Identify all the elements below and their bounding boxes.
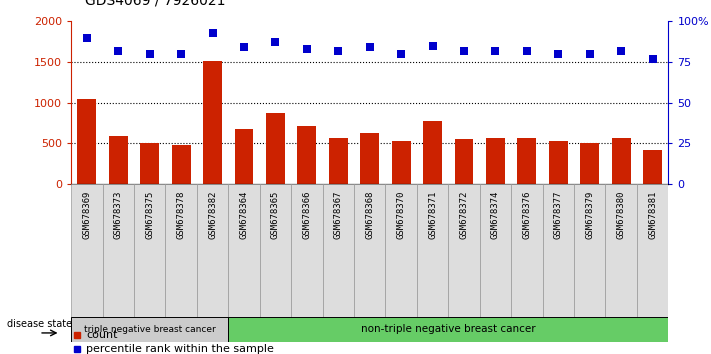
Point [552, 51, 564, 57]
Bar [228, 317, 668, 342]
Bar [518, 138, 536, 184]
Bar [637, 184, 668, 319]
Bar [611, 138, 631, 184]
Text: GSM678376: GSM678376 [523, 191, 531, 239]
Bar [542, 184, 574, 319]
Text: GSM678374: GSM678374 [491, 191, 500, 239]
Bar [580, 143, 599, 184]
Text: GSM678364: GSM678364 [240, 191, 248, 239]
Point [81, 35, 92, 40]
Text: GSM678365: GSM678365 [271, 191, 280, 239]
Bar [454, 139, 474, 184]
Text: GSM678372: GSM678372 [459, 191, 469, 239]
Bar [329, 138, 348, 184]
Bar [385, 184, 417, 319]
Bar [291, 184, 323, 319]
Bar [203, 61, 222, 184]
Text: GSM678367: GSM678367 [333, 191, 343, 239]
Point [144, 51, 156, 57]
Bar [166, 184, 197, 319]
Text: percentile rank within the sample: percentile rank within the sample [86, 344, 274, 354]
Bar [266, 113, 285, 184]
Bar [134, 184, 166, 319]
Point [238, 45, 250, 50]
Point [584, 51, 595, 57]
Bar [360, 133, 379, 184]
Point [333, 48, 344, 53]
Bar [486, 138, 505, 184]
Text: GSM678369: GSM678369 [82, 191, 91, 239]
Point [459, 48, 470, 53]
Text: GSM678380: GSM678380 [616, 191, 626, 239]
Bar [77, 98, 96, 184]
Bar [297, 126, 316, 184]
Bar [423, 121, 442, 184]
Text: GSM678368: GSM678368 [365, 191, 374, 239]
Text: triple negative breast cancer: triple negative breast cancer [84, 325, 215, 334]
Bar [235, 129, 253, 184]
Text: GSM678381: GSM678381 [648, 191, 657, 239]
Text: GSM678377: GSM678377 [554, 191, 563, 239]
Point [616, 48, 627, 53]
Point [112, 48, 124, 53]
Text: GSM678366: GSM678366 [302, 191, 311, 239]
Bar [606, 184, 637, 319]
Bar [417, 184, 449, 319]
Text: GSM678373: GSM678373 [114, 191, 123, 239]
Bar [109, 136, 128, 184]
Bar [643, 150, 662, 184]
Bar [574, 184, 606, 319]
Point [490, 48, 501, 53]
Bar [480, 184, 511, 319]
Bar [71, 317, 228, 342]
Bar [228, 184, 260, 319]
Point [301, 46, 313, 52]
Point [395, 51, 407, 57]
Point [364, 45, 375, 50]
Point [207, 30, 218, 35]
Text: GSM678379: GSM678379 [585, 191, 594, 239]
Bar [449, 184, 480, 319]
Bar [354, 184, 385, 319]
Text: GSM678382: GSM678382 [208, 191, 217, 239]
Text: GSM678370: GSM678370 [397, 191, 406, 239]
Bar [102, 184, 134, 319]
Bar [511, 184, 542, 319]
Text: GSM678375: GSM678375 [145, 191, 154, 239]
Text: GSM678371: GSM678371 [428, 191, 437, 239]
Text: disease state: disease state [6, 319, 72, 329]
Point [521, 48, 533, 53]
Point [269, 40, 281, 45]
Bar [71, 184, 102, 319]
Text: count: count [86, 330, 117, 341]
Point [647, 56, 658, 62]
Point [176, 51, 187, 57]
Text: non-triple negative breast cancer: non-triple negative breast cancer [361, 324, 535, 334]
Text: GSM678378: GSM678378 [176, 191, 186, 239]
Bar [140, 143, 159, 184]
Bar [323, 184, 354, 319]
Text: GDS4069 / 7926021: GDS4069 / 7926021 [85, 0, 226, 7]
Bar [171, 145, 191, 184]
Bar [197, 184, 228, 319]
Bar [392, 141, 410, 184]
Bar [549, 141, 568, 184]
Point [427, 43, 438, 48]
Bar [260, 184, 291, 319]
